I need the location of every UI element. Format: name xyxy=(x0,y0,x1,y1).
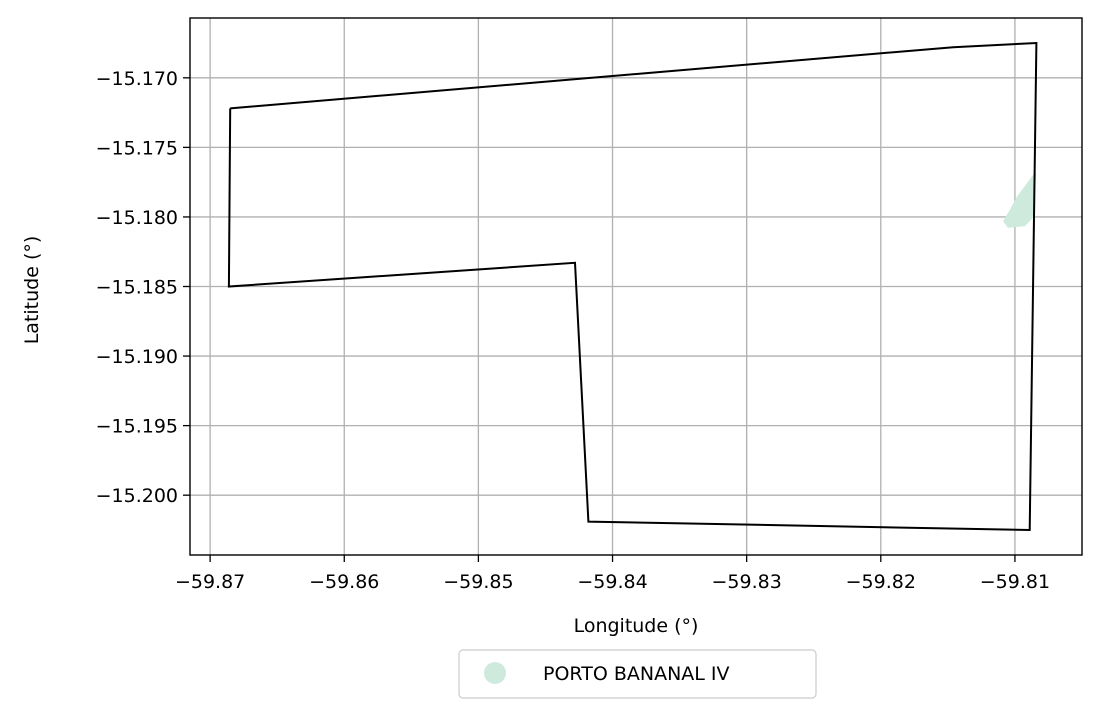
ticks-layer: −59.87 −59.86 −59.85 −59.84 −59.83 −59.82 −59.… xyxy=(96,68,1051,593)
y-tick-label: −15.190 xyxy=(96,346,178,368)
x-tick-label: −59.84 xyxy=(577,571,647,593)
legend-marker xyxy=(484,662,506,684)
y-tick-label: −15.200 xyxy=(96,485,178,507)
y-tick-label: −15.180 xyxy=(96,207,178,229)
y-tick-label: −15.170 xyxy=(96,68,178,90)
x-axis-label: Longitude (°) xyxy=(574,615,699,637)
x-tick-label: −59.86 xyxy=(309,571,379,593)
y-tick-label: −15.185 xyxy=(96,277,178,299)
x-tick-label: −59.82 xyxy=(846,571,916,593)
feature-polygon-porto-bananal-iv xyxy=(1003,172,1037,228)
x-tick-label: −59.87 xyxy=(175,571,245,593)
y-tick-label: −15.175 xyxy=(96,137,178,159)
x-tick-label: −59.83 xyxy=(711,571,781,593)
y-tick-label: −15.195 xyxy=(96,416,178,438)
legend: PORTO BANANAL IV xyxy=(458,649,817,699)
legend-box xyxy=(458,649,817,699)
grid-layer xyxy=(190,18,1082,555)
x-tick-label: −59.81 xyxy=(980,571,1050,593)
data-layer xyxy=(227,41,1038,532)
y-axis-label: Latitude (°) xyxy=(21,236,43,345)
legend-label: PORTO BANANAL IV xyxy=(543,663,730,685)
boundary-polygon xyxy=(227,41,1038,532)
x-tick-label: −59.85 xyxy=(443,571,513,593)
